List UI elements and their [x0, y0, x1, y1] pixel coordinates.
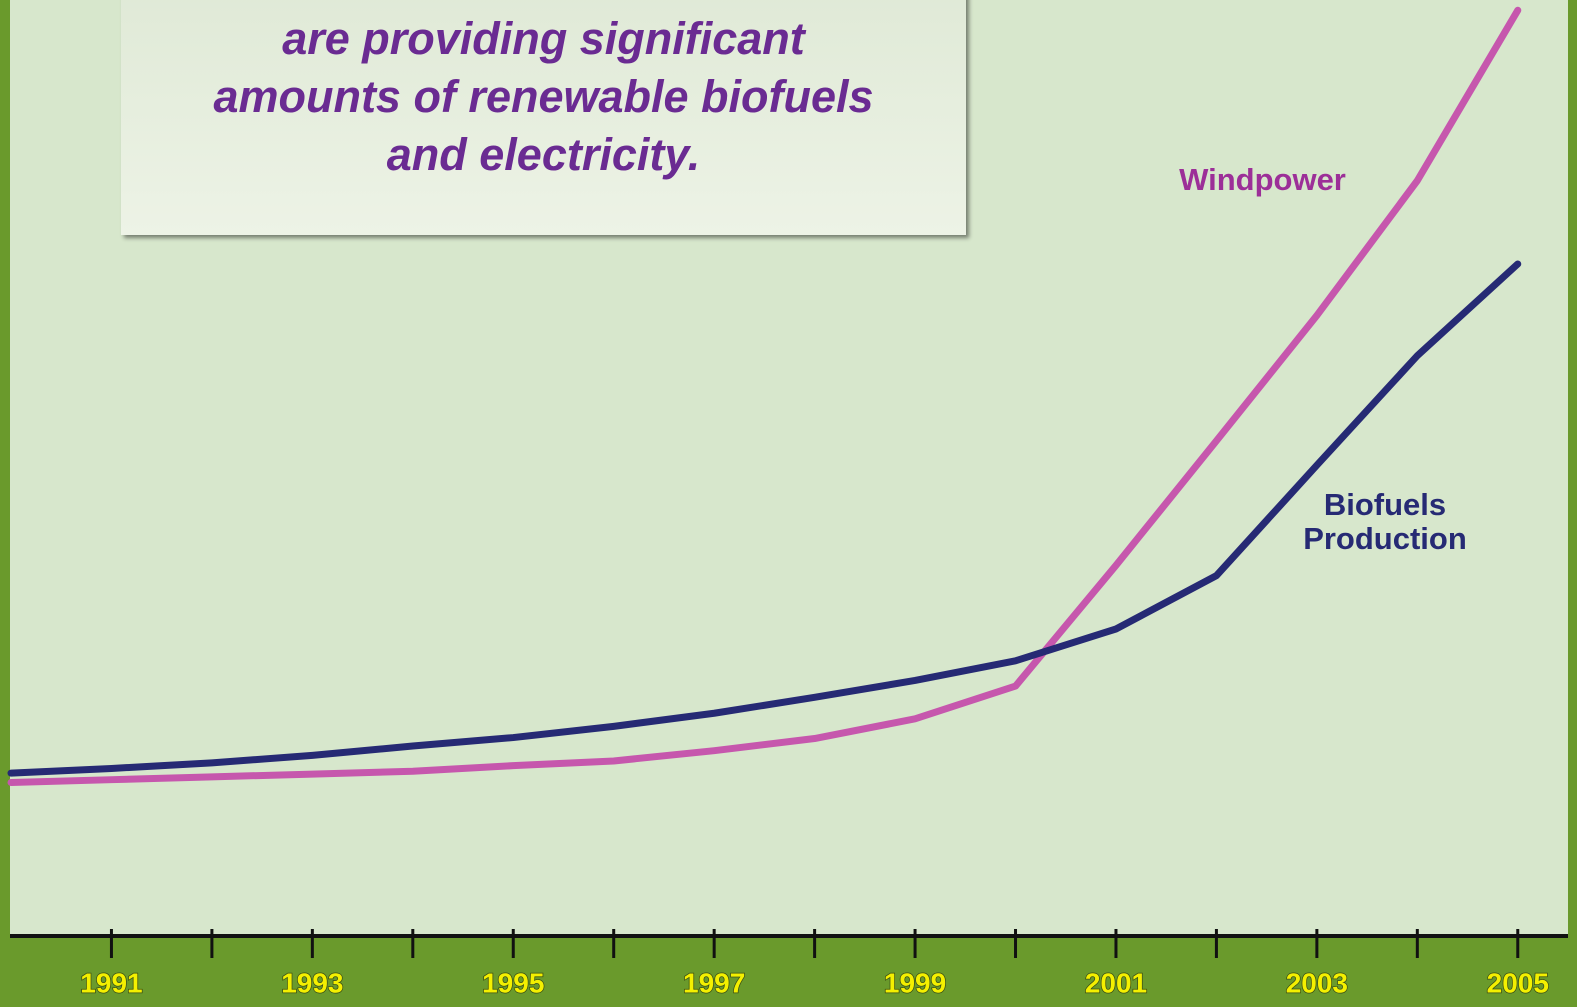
series-line — [7, 260, 1522, 777]
x-tick-label: 2005 — [1487, 967, 1549, 998]
x-tick-label: 2003 — [1286, 967, 1348, 998]
series-label: Biofuels Production — [1303, 487, 1467, 556]
annotation-line: amounts of renewable biofuels — [213, 71, 874, 122]
series-line — [7, 6, 1522, 786]
x-tick-label: 1999 — [884, 967, 946, 998]
annotation-line: and electricity. — [386, 129, 701, 180]
x-tick-label: 2001 — [1085, 967, 1147, 998]
x-tick-label: 1991 — [80, 967, 142, 998]
annotation: are providing significant amounts of rene… — [121, 10, 966, 184]
x-tick-label: 1993 — [281, 967, 343, 998]
annotation-box — [121, 0, 966, 235]
annotation-line: are providing significant — [282, 13, 805, 64]
x-tick-label: 1997 — [683, 967, 745, 998]
x-tick-label: 1995 — [482, 967, 544, 998]
series-label: Windpower — [1179, 162, 1346, 197]
